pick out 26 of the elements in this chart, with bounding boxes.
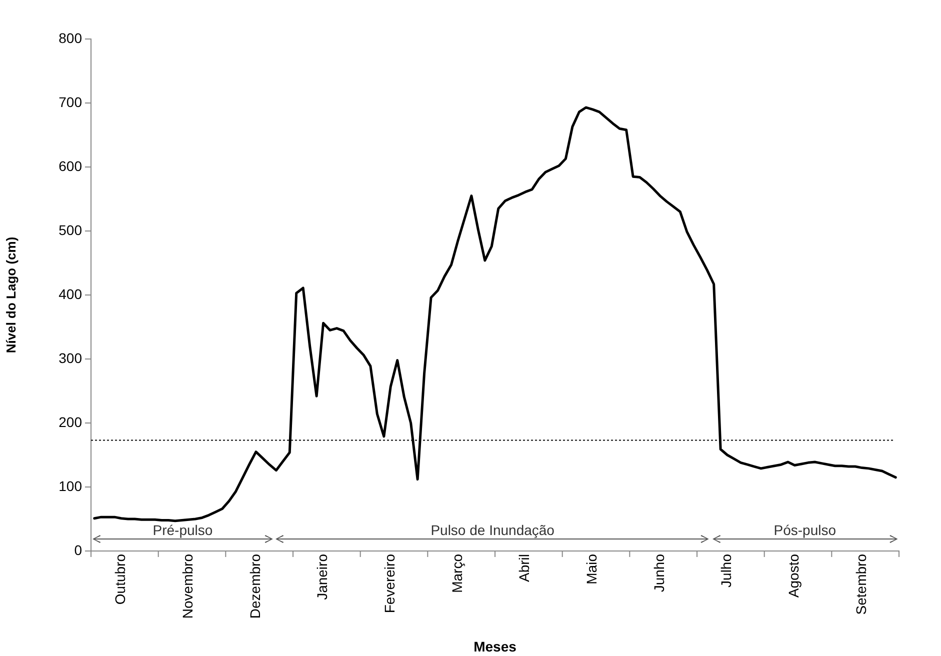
- x-tick-label: Novembro: [179, 554, 196, 619]
- x-tick-label: Junho: [650, 554, 667, 592]
- x-tick-label: Setembro: [852, 554, 869, 615]
- y-tick-label: 200: [58, 414, 82, 430]
- x-tick-label: Outubro: [112, 554, 128, 605]
- y-tick-label: 700: [58, 94, 82, 110]
- x-tick-label: Agosto: [785, 554, 802, 598]
- x-tick-label: Março: [448, 554, 465, 593]
- y-tick-label: 300: [58, 350, 82, 366]
- y-tick-label: 500: [58, 222, 82, 238]
- x-tick-label: Fevereiro: [381, 554, 398, 614]
- y-tick-label: 600: [58, 158, 82, 174]
- y-axis-title: Nível do Lago (cm): [3, 236, 18, 354]
- x-axis-title: Meses: [474, 638, 517, 654]
- x-tick-label: Maio: [583, 554, 600, 584]
- annotation: Pulso de Inundação: [430, 522, 555, 538]
- y-tick-label: 0: [74, 542, 82, 558]
- y-tick-label: 400: [58, 286, 82, 302]
- y-tick-label: 800: [58, 30, 82, 46]
- x-tick-label: Dezembro: [246, 554, 263, 619]
- annotation: Pré-pulso: [152, 522, 213, 538]
- x-tick-label: Janeiro: [314, 554, 330, 600]
- x-tick-label: Julho: [718, 554, 734, 588]
- y-tick-label: 100: [58, 478, 82, 494]
- annotation: Pós-pulso: [774, 522, 836, 538]
- x-tick-label: Abril: [516, 554, 532, 582]
